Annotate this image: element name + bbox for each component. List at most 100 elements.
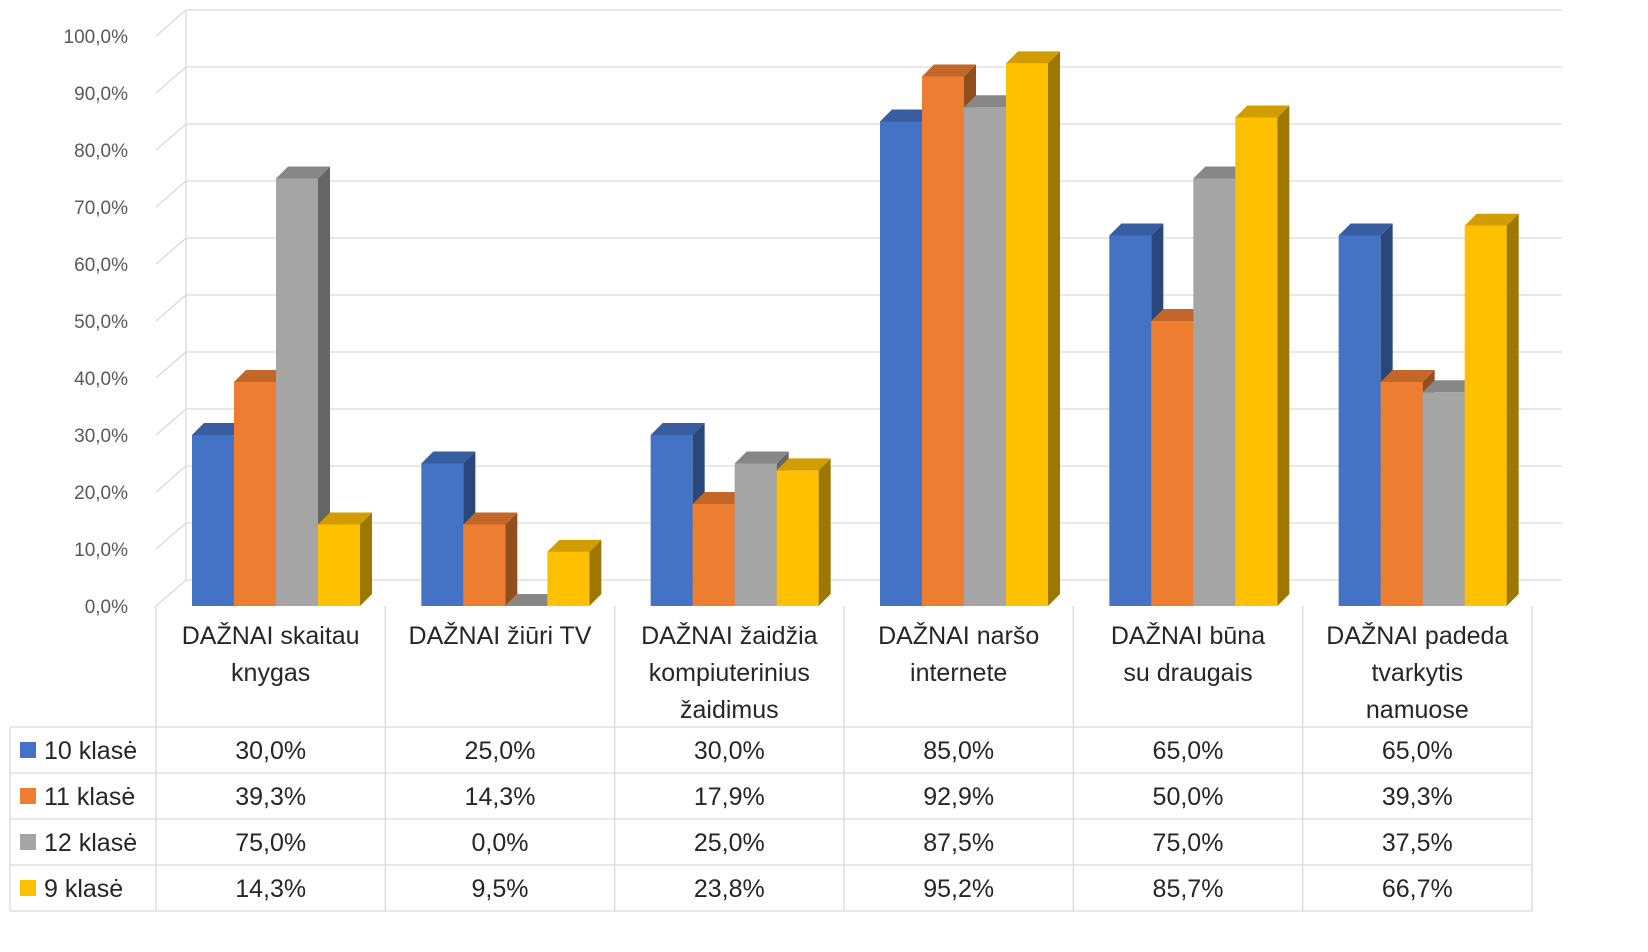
y-tick-label: 60,0% — [74, 255, 128, 276]
table-cell: 87,5% — [923, 829, 994, 857]
bar — [463, 512, 518, 606]
bar-front — [922, 76, 964, 607]
category-label: knygas — [231, 659, 310, 687]
y-tick-label: 50,0% — [74, 312, 128, 333]
legend-label: 10 klasė — [44, 737, 137, 765]
legend-label: 11 klasė — [44, 783, 135, 811]
bar-top — [421, 451, 476, 464]
bar-front — [1464, 225, 1507, 606]
bar-front — [880, 121, 922, 606]
bar-top — [276, 166, 330, 179]
category-label: DAŽNAI būna — [1111, 621, 1265, 650]
bar-front — [1193, 178, 1236, 606]
bar-top — [1109, 223, 1164, 236]
bar-side — [1048, 51, 1060, 607]
category-label: su draugais — [1123, 659, 1252, 687]
bar-front — [650, 435, 693, 606]
bar-front — [1422, 392, 1465, 606]
gridline-side — [155, 66, 187, 94]
gridline-side — [155, 294, 187, 322]
bar-front — [734, 463, 777, 606]
bar-top — [880, 109, 934, 122]
legend-label: 9 klasė — [44, 875, 123, 903]
bar-front — [1380, 381, 1423, 606]
table-cell: 75,0% — [1153, 829, 1224, 857]
category-label: DAŽNAI naršo — [878, 621, 1039, 650]
table-cell: 85,7% — [1153, 875, 1224, 903]
table-cell: 23,8% — [694, 875, 765, 903]
category-label: namuose — [1366, 696, 1469, 724]
y-tick-label: 100,0% — [64, 27, 129, 48]
bar-top — [922, 64, 976, 77]
bar-front — [1151, 321, 1194, 606]
gridline-side — [155, 465, 187, 493]
bar-top — [234, 369, 288, 382]
bar-front — [1109, 235, 1152, 606]
bar-side — [318, 166, 330, 606]
legend-key — [20, 880, 36, 896]
bar-top — [1422, 380, 1477, 393]
table-cell: 17,9% — [694, 783, 765, 811]
table-cell: 95,2% — [923, 875, 994, 903]
gridline-side — [155, 579, 187, 607]
category-label: tvarkytis — [1371, 659, 1463, 687]
bar-top — [1380, 369, 1435, 382]
table-cell: 14,3% — [235, 875, 306, 903]
bar-side — [818, 458, 831, 606]
bar — [276, 166, 330, 606]
bar-top — [1193, 166, 1248, 179]
table-cell: 39,3% — [1382, 783, 1453, 811]
table-cell: 25,0% — [465, 737, 536, 765]
bar-top — [776, 458, 831, 471]
y-tick-label: 40,0% — [74, 369, 128, 390]
y-tick-label: 20,0% — [74, 483, 128, 504]
bar — [776, 458, 831, 606]
gridline-side — [155, 522, 187, 550]
bar — [505, 594, 560, 606]
bar-top — [547, 539, 602, 552]
y-tick-label: 10,0% — [74, 540, 128, 561]
bar-top — [505, 594, 560, 606]
table-cell: 37,5% — [1382, 829, 1453, 857]
bar-top — [318, 512, 372, 525]
table-cell: 14,3% — [465, 783, 536, 811]
bar-top — [1235, 105, 1290, 118]
bar-top — [1006, 51, 1060, 64]
bar-top — [1151, 309, 1206, 321]
table-cell: 92,9% — [923, 783, 994, 811]
bar-top — [650, 423, 705, 435]
legend-key — [20, 834, 36, 850]
gridlines — [155, 9, 1562, 607]
table-cell: 30,0% — [694, 737, 765, 765]
bar — [1193, 166, 1248, 606]
gridline-side — [155, 408, 187, 436]
gridline-side — [155, 351, 187, 379]
gridline-side — [155, 237, 187, 265]
bar-front — [692, 503, 735, 606]
y-tick-label: 90,0% — [74, 84, 128, 105]
bar-front — [234, 381, 276, 606]
gridline-side — [155, 123, 187, 151]
bar-front — [1006, 63, 1048, 607]
table-cell: 0,0% — [472, 829, 529, 857]
bar-top — [192, 423, 246, 435]
bar — [1235, 105, 1290, 606]
bar — [421, 451, 476, 606]
table-cell: 30,0% — [235, 737, 306, 765]
table-cell: 85,0% — [923, 737, 994, 765]
bar-top — [964, 95, 1018, 108]
table-cell: 75,0% — [235, 829, 306, 857]
table-cell: 65,0% — [1382, 737, 1453, 765]
category-label: DAŽNAI žaidžia — [641, 621, 818, 650]
y-tick-label: 0,0% — [85, 597, 128, 618]
table-cell: 50,0% — [1153, 783, 1224, 811]
bar-front — [192, 435, 234, 606]
y-tick-label: 70,0% — [74, 198, 128, 219]
bar-top — [1338, 223, 1393, 236]
bar-front — [463, 524, 506, 606]
y-axis-ticks: 0,0% 10,0% 20,0% 30,0% 40,0% 50,0% 60,0% 70,0% 8… — [64, 27, 129, 618]
bar-side — [1277, 105, 1290, 606]
bars — [192, 51, 1519, 607]
category-label: internete — [910, 659, 1007, 687]
data-table: DAŽNAI skaitau knygas DAŽNAI žiūri TV DAŽNA… — [9, 606, 1533, 912]
